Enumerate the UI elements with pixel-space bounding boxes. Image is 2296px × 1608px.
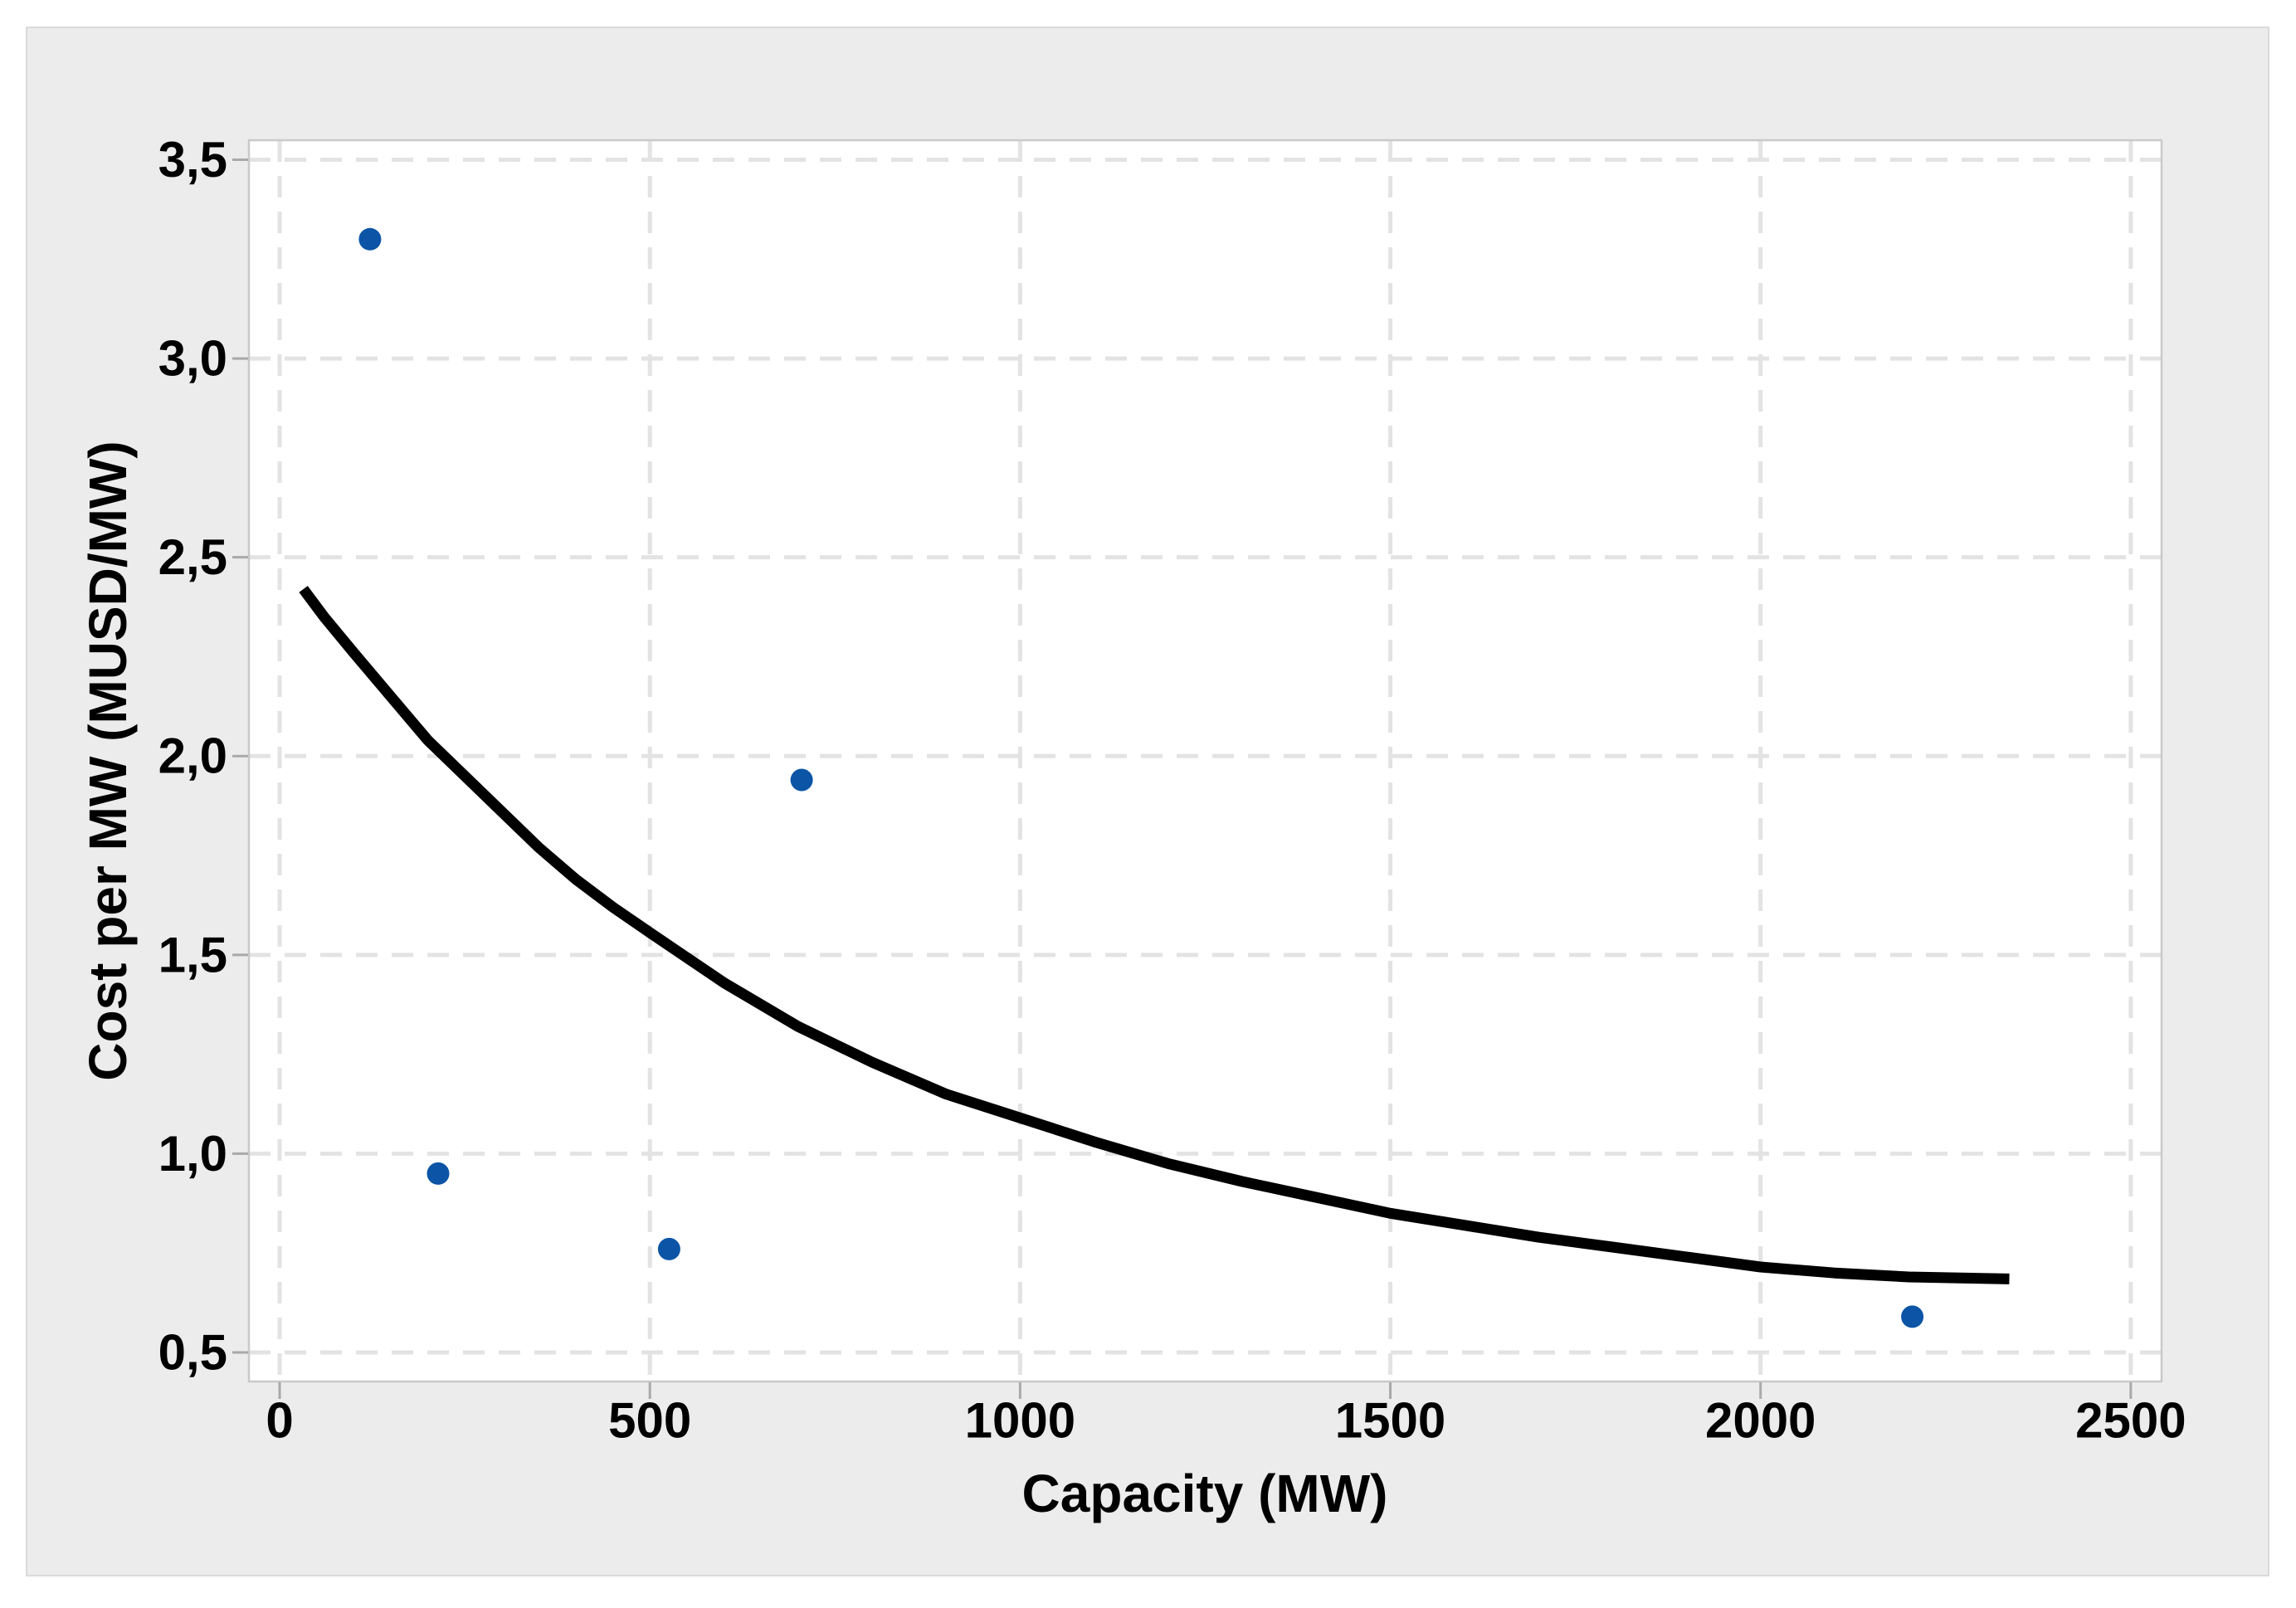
data-point [1901,1305,1924,1328]
x-tick-label: 2500 [2075,1393,2186,1449]
fitted-curve [299,586,2010,1284]
data-point [427,1162,450,1185]
y-tick-label: 3,0 [158,331,227,387]
y-tick-label: 2,0 [158,728,227,784]
y-tick-label: 0,5 [158,1325,227,1381]
y-tick-label: 1,5 [158,927,227,982]
y-axis-title: Cost per MW (MUSD/MW) [78,441,138,1080]
x-tick-label: 2000 [1705,1393,1816,1449]
x-tick-label: 1000 [965,1393,1075,1449]
x-axis-title: Capacity (MW) [1022,1464,1388,1523]
plot-border [247,139,2163,1383]
y-tick-label: 1,0 [158,1126,227,1182]
tick-labels: 0 500 1000 1500 2000 2500 0,5 1,0 1,5 2,0 2,5 3,0 3,… [158,132,2186,1449]
y-tick-label: 2,5 [158,529,227,585]
plot-area [249,140,2162,1381]
tick-marks [232,158,2133,1399]
data-point [358,227,382,251]
data-point [657,1237,680,1260]
data-point [790,768,813,792]
x-tick-label: 0 [266,1393,293,1449]
y-tick-label: 3,5 [158,132,227,188]
gridlines [249,140,2162,1381]
x-tick-label: 1500 [1335,1393,1445,1449]
data-points [358,227,1924,1328]
x-tick-label: 500 [608,1393,691,1449]
fitted-curve-path [299,586,2010,1284]
